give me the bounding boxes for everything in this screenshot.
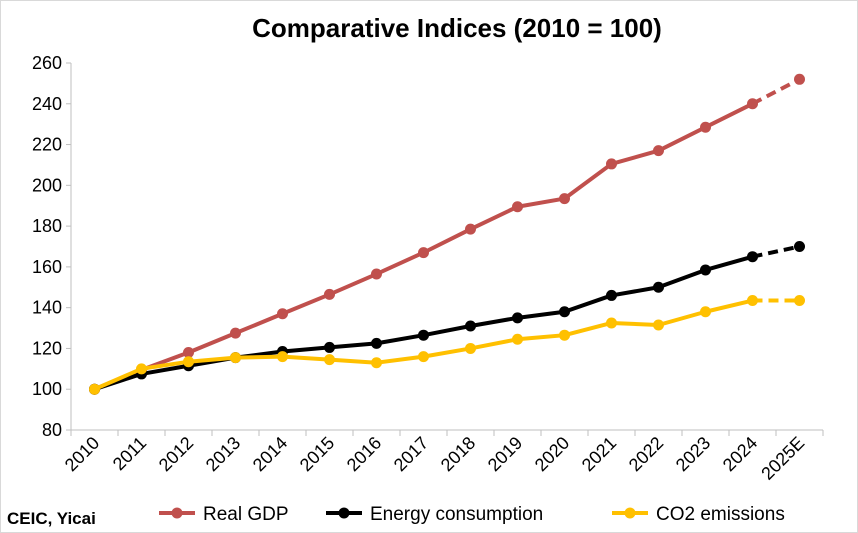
- data-point: [559, 306, 570, 318]
- legend-label: CO2 emissions: [656, 504, 785, 525]
- series-projection-line: [751, 77, 801, 106]
- y-tick-label: 200: [32, 175, 62, 195]
- y-tick-label: 220: [32, 135, 62, 155]
- y-tick-label: 240: [32, 94, 62, 114]
- x-tick-label: 2025E: [757, 433, 808, 484]
- x-tick-label: 2016: [343, 433, 385, 475]
- x-tick-label: 2020: [531, 433, 573, 475]
- data-point: [230, 327, 241, 339]
- series-co2-emissions: [89, 295, 805, 395]
- legend-label: Energy consumption: [370, 504, 543, 525]
- data-point: [324, 288, 335, 300]
- y-tick-label: 160: [32, 257, 62, 277]
- x-tick-label: 2014: [249, 433, 291, 475]
- data-point: [465, 223, 476, 235]
- source-note: CEIC, Yicai: [7, 509, 96, 528]
- data-point: [747, 98, 758, 110]
- data-point: [183, 356, 194, 368]
- data-point: [183, 347, 194, 359]
- data-point: [371, 337, 382, 349]
- data-point: [512, 312, 523, 324]
- data-point: [700, 121, 711, 133]
- data-point: [418, 329, 429, 341]
- data-point: [794, 73, 805, 85]
- series-line: [93, 101, 754, 392]
- series-layer: [89, 73, 805, 395]
- x-tick-label: 2021: [578, 433, 620, 475]
- data-point: [465, 320, 476, 332]
- legend: Real GDP Energy consumption CO2 emissions: [159, 504, 785, 525]
- data-point: [324, 354, 335, 366]
- data-point: [371, 357, 382, 369]
- data-point: [747, 295, 758, 307]
- x-tick-label: 2022: [625, 433, 667, 475]
- x-tick-label: 2017: [390, 433, 432, 475]
- data-point: [465, 342, 476, 354]
- data-point: [89, 383, 100, 395]
- data-point: [794, 295, 805, 307]
- data-point: [700, 264, 711, 276]
- data-point: [418, 247, 429, 259]
- data-point: [606, 158, 617, 170]
- chart-title: Comparative Indices (2010 = 100): [252, 13, 662, 43]
- data-point: [559, 329, 570, 341]
- x-tick-label: 2015: [296, 433, 338, 475]
- x-tick-label: 2013: [202, 433, 244, 475]
- y-tick-label: 80: [42, 420, 62, 440]
- y-tick-label: 260: [32, 53, 62, 73]
- data-point: [418, 351, 429, 363]
- data-point: [606, 317, 617, 329]
- data-point: [653, 319, 664, 331]
- y-tick-label: 180: [32, 216, 62, 236]
- series-projection-line: [752, 244, 800, 259]
- y-tick-label: 140: [32, 298, 62, 318]
- x-tick-label: 2011: [109, 433, 151, 475]
- data-point: [606, 289, 617, 301]
- data-point: [794, 241, 805, 252]
- data-point: [512, 201, 523, 213]
- x-tick-label: 2010: [61, 433, 103, 475]
- y-tick-label: 100: [32, 379, 62, 399]
- legend-swatch-marker: [171, 507, 183, 519]
- data-point: [559, 193, 570, 205]
- data-point: [324, 341, 335, 353]
- y-tick-label: 120: [32, 338, 62, 358]
- legend-swatch-marker: [338, 507, 350, 519]
- series-real-gdp: [89, 73, 805, 395]
- x-tick-label: 2024: [719, 433, 761, 475]
- data-point: [371, 268, 382, 280]
- x-tick-label: 2019: [484, 433, 526, 475]
- legend-swatch-marker: [624, 507, 636, 519]
- data-point: [700, 306, 711, 318]
- series-line: [93, 298, 753, 392]
- data-point: [230, 352, 241, 364]
- data-point: [512, 333, 523, 345]
- legend-label: Real GDP: [203, 504, 289, 525]
- data-point: [136, 363, 147, 375]
- x-tick-label: 2023: [672, 433, 714, 475]
- data-point: [747, 251, 758, 263]
- x-tick-label: 2012: [155, 433, 197, 475]
- data-point: [277, 351, 288, 363]
- series-energy-consumption: [89, 241, 805, 395]
- data-point: [653, 281, 664, 293]
- x-tick-label: 2018: [437, 433, 479, 475]
- data-point: [277, 308, 288, 320]
- data-point: [653, 145, 664, 157]
